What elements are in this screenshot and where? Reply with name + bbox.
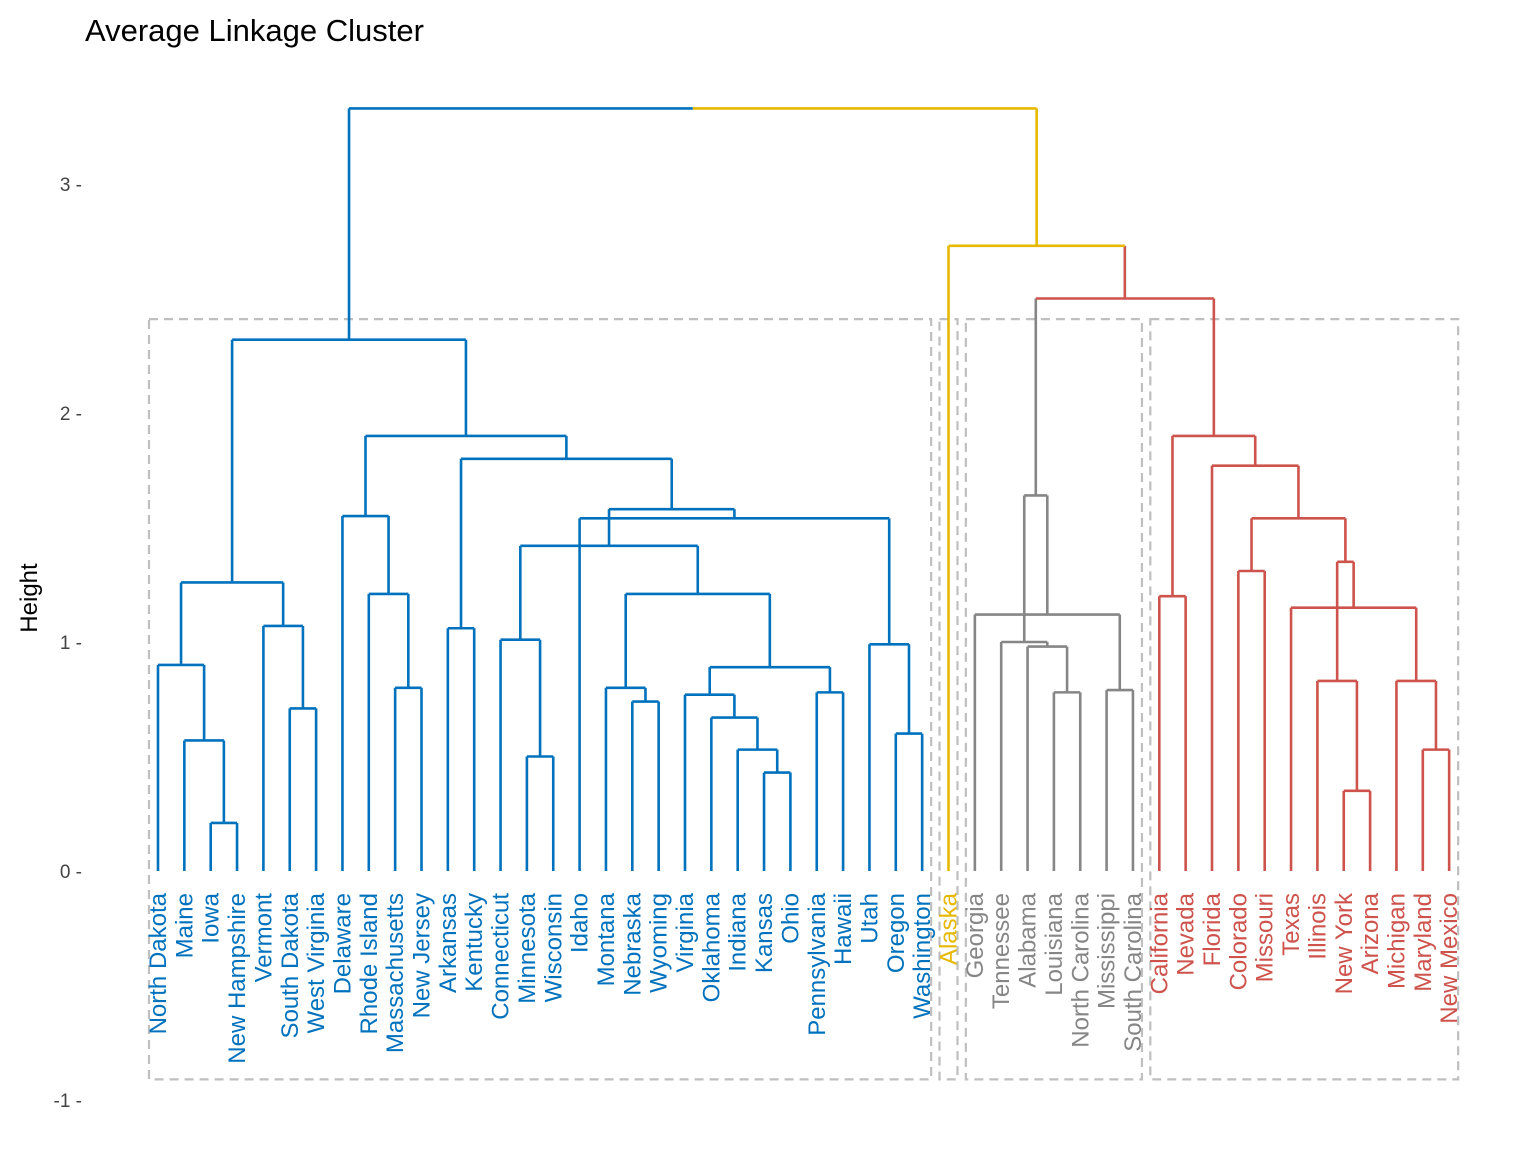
y-tick-label: 1 - <box>60 633 82 654</box>
dendrogram-branches <box>156 107 1451 871</box>
leaf-label: Utah <box>856 893 883 944</box>
leaf-label: Iowa <box>198 892 225 943</box>
cluster-box <box>147 318 933 1081</box>
leaf-label: Hawaii <box>830 893 857 965</box>
leaf-label: Washington <box>909 893 936 1019</box>
leaf-label: Delaware <box>329 893 356 994</box>
leaf-label: Ohio <box>777 893 804 944</box>
leaf-label: Arizona <box>1357 892 1384 974</box>
leaf-label: Maine <box>171 893 198 958</box>
y-tick-label: 0 - <box>60 862 82 883</box>
leaf-label: New Mexico <box>1436 893 1463 1024</box>
leaf-label: West Virginia <box>303 892 330 1033</box>
cluster-box <box>964 318 1144 1081</box>
leaf-label: Tennessee <box>988 893 1015 1009</box>
leaf-label: Texas <box>1278 893 1305 956</box>
leaf-label: Wyoming <box>646 893 673 993</box>
leaf-label: Michigan <box>1383 893 1410 989</box>
leaf-label: Oregon <box>883 893 910 973</box>
leaf-label: Pennsylvania <box>804 892 831 1035</box>
leaf-label: Idaho <box>567 893 594 953</box>
leaf-label: South Carolina <box>1120 892 1147 1051</box>
leaf-label: Nevada <box>1173 892 1200 975</box>
leaf-label: Virginia <box>672 892 699 972</box>
leaf-label: Wisconsin <box>540 893 567 1002</box>
leaf-label: Kansas <box>751 893 778 973</box>
cluster-box <box>1149 318 1460 1081</box>
leaf-label: Kentucky <box>461 893 488 992</box>
y-tick-label: 2 - <box>60 404 82 425</box>
leaf-label: Rhode Island <box>356 893 383 1034</box>
leaf-label: New York <box>1331 892 1358 994</box>
leaf-label: California <box>1146 892 1173 994</box>
leaf-label: Georgia <box>962 892 989 978</box>
leaf-label: Arkansas <box>435 893 462 993</box>
leaf-label: Maryland <box>1410 893 1437 992</box>
leaf-label: Florida <box>1199 892 1226 966</box>
y-tick-label: 3 - <box>60 175 82 196</box>
leaf-label: Mississippi <box>1094 893 1121 1009</box>
leaf-label: Alabama <box>1015 892 1042 987</box>
y-tick-label: -1 - <box>54 1091 83 1112</box>
leaf-label: Minnesota <box>514 892 541 1003</box>
leaf-label: Connecticut <box>488 893 515 1020</box>
leaf-label: Alaska <box>936 892 963 965</box>
leaf-label: Missouri <box>1252 893 1279 982</box>
chart-title: Average Linkage Cluster <box>85 13 424 48</box>
cluster-boxes <box>147 318 1460 1081</box>
y-axis-ticks: 3 - 2 - 1 - 0 - -1 - <box>54 175 83 1112</box>
leaf-label: Colorado <box>1225 893 1252 990</box>
leaf-label: South Dakota <box>277 892 304 1038</box>
leaf-label: Indiana <box>725 892 752 971</box>
leaf-label: Vermont <box>250 893 277 983</box>
leaf-label: New Jersey <box>409 893 436 1018</box>
leaf-label: North Carolina <box>1067 892 1094 1047</box>
leaf-label: North Dakota <box>145 892 172 1034</box>
leaf-label: New Hampshire <box>224 893 251 1064</box>
leaf-label: Illinois <box>1304 893 1331 960</box>
leaf-labels: North Dakota Maine Iowa New Hampshire Vermon… <box>145 892 1463 1064</box>
y-axis-label: Height <box>16 563 43 633</box>
leaf-label: Massachusetts <box>382 893 409 1053</box>
leaf-label: Louisiana <box>1041 892 1068 995</box>
leaf-label: Nebraska <box>619 892 646 995</box>
leaf-label: Montana <box>593 892 620 986</box>
leaf-label: Oklahoma <box>698 892 725 1002</box>
